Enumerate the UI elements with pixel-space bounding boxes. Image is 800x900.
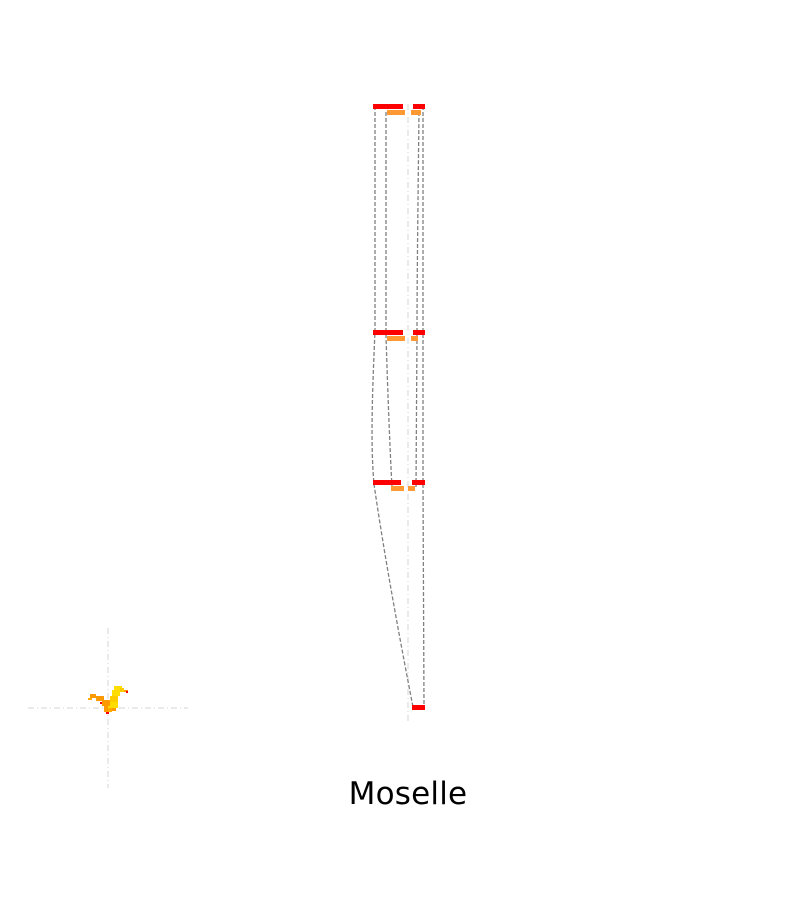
- section-marker-orange: [387, 110, 405, 115]
- section-marker-red: [373, 330, 403, 335]
- sprite-marker: [28, 628, 188, 788]
- inner-right-outline: [415, 111, 420, 488]
- section-marker-red: [413, 104, 425, 109]
- section-marker-orange: [408, 486, 415, 491]
- section-marker-orange: [391, 486, 404, 491]
- diagram-caption: Moselle: [348, 776, 468, 812]
- section-middle: [373, 330, 425, 341]
- section-marker-red: [413, 330, 425, 335]
- outer-left-outline: [371, 106, 414, 708]
- section-marker-red: [412, 480, 425, 485]
- section-lower: [373, 480, 425, 491]
- inner-left-outline: [385, 112, 393, 488]
- pixel-sprite-icon: [88, 686, 128, 714]
- section-top: [373, 104, 425, 115]
- section-marker-bottom: [412, 705, 425, 710]
- section-marker-orange: [411, 336, 418, 341]
- section-marker-red: [373, 104, 403, 109]
- section-marker-orange: [411, 110, 421, 115]
- outer-right-outline: [422, 106, 425, 708]
- section-marker-red: [373, 480, 401, 485]
- profile-outlines: [371, 106, 425, 708]
- section-marker-orange: [387, 336, 405, 341]
